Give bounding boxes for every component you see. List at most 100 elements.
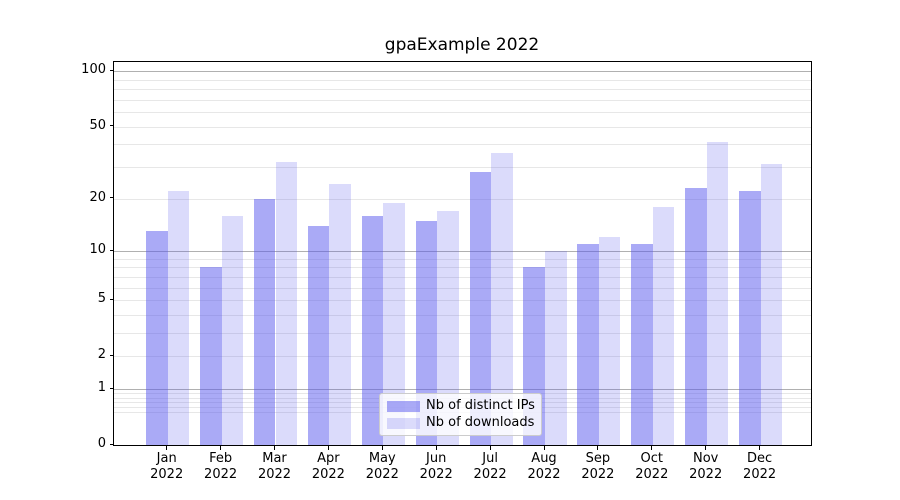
- bar-downloads-apr: [329, 184, 351, 445]
- chart-title: gpaExample 2022: [384, 35, 540, 55]
- y-tick-label: 50: [89, 117, 106, 133]
- y-tick-mark: [110, 125, 114, 127]
- x-tick-mark: [543, 446, 545, 450]
- bar-downloads-jun: [437, 211, 459, 445]
- legend-label-distinct-ips: Nb of distinct IPs: [426, 398, 535, 413]
- x-tick-month: Apr: [317, 451, 340, 466]
- y-tick-label: 10: [89, 242, 106, 257]
- legend-label-downloads: Nb of downloads: [426, 415, 535, 430]
- minor-gridline: [114, 99, 811, 101]
- major-gridline: [114, 71, 811, 73]
- y-tick-mark: [110, 249, 114, 251]
- x-tick-label-jul: Jul 2022: [458, 451, 522, 483]
- x-tick-month: Jun: [426, 451, 447, 466]
- minor-gridline: [114, 333, 811, 334]
- x-tick-label-apr: Apr 2022: [296, 451, 360, 483]
- minor-gridline: [114, 89, 811, 91]
- x-tick-label-mar: Mar 2022: [243, 451, 307, 483]
- y-tick-mark: [110, 443, 114, 445]
- x-tick-mark: [489, 446, 491, 450]
- y-tick-label: 2: [97, 347, 106, 363]
- bar-distinct-ips-jul: [469, 172, 492, 445]
- legend-swatch-downloads: [387, 417, 420, 429]
- x-tick-label-nov: Nov 2022: [674, 451, 738, 483]
- x-tick-label-dec: Dec 2022: [728, 451, 792, 483]
- y-tick-mark: [110, 69, 114, 71]
- x-tick-year: 2022: [204, 467, 238, 482]
- bar-distinct-ips-oct: [631, 243, 653, 445]
- bar-distinct-ips-jun: [415, 220, 438, 445]
- x-tick-year: 2022: [581, 467, 615, 482]
- y-tick-mark: [110, 197, 114, 199]
- bar-distinct-ips-may: [361, 215, 384, 445]
- x-tick-mark: [705, 446, 707, 450]
- x-tick-month: Mar: [262, 451, 287, 466]
- x-tick-mark: [435, 446, 437, 450]
- bar-downloads-may: [383, 202, 405, 445]
- x-tick-month: Jul: [482, 451, 498, 466]
- minor-gridline: [114, 267, 811, 269]
- x-tick-label-may: May 2022: [350, 451, 414, 483]
- minor-gridline: [114, 144, 811, 146]
- y-tick-label: 20: [89, 189, 106, 205]
- legend-item-distinct-ips: Nb of distinct IPs: [387, 398, 535, 413]
- y-tick-mark: [110, 354, 114, 356]
- x-tick-year: 2022: [150, 467, 184, 482]
- x-tick-mark: [274, 446, 275, 450]
- minor-gridline: [114, 258, 811, 260]
- major-gridline: [114, 389, 811, 391]
- x-tick-year: 2022: [743, 467, 777, 482]
- minor-gridline: [114, 198, 811, 200]
- minor-gridline: [114, 287, 811, 289]
- bar-downloads-nov: [706, 142, 729, 445]
- bar-downloads-dec: [760, 164, 783, 445]
- y-tick-mark: [110, 298, 114, 300]
- minor-gridline: [114, 276, 811, 278]
- bar-downloads-jan: [167, 191, 190, 445]
- x-tick-label-jun: Jun 2022: [404, 451, 468, 483]
- x-tick-label-jan: Jan 2022: [135, 451, 199, 483]
- bar-downloads-sep: [598, 237, 621, 445]
- bar-downloads-feb: [221, 215, 244, 445]
- x-tick-month: May: [368, 451, 396, 466]
- bar-distinct-ips-jan: [146, 231, 168, 445]
- y-tick-mark: [110, 387, 114, 389]
- x-tick-mark: [651, 446, 653, 450]
- x-tick-year: 2022: [365, 467, 399, 482]
- x-tick-month: Aug: [531, 451, 557, 466]
- x-tick-mark: [381, 446, 383, 450]
- x-tick-month: Jan: [156, 451, 177, 466]
- major-gridline: [114, 251, 811, 252]
- minor-gridline: [114, 79, 811, 81]
- y-tick-label: 5: [97, 291, 106, 307]
- x-tick-mark: [597, 446, 599, 450]
- minor-gridline: [114, 314, 811, 316]
- bar-distinct-ips-mar: [253, 198, 276, 445]
- bar-distinct-ips-apr: [307, 225, 330, 445]
- legend-item-downloads: Nb of downloads: [387, 415, 535, 430]
- x-tick-mark: [166, 446, 168, 450]
- x-tick-label-oct: Oct 2022: [620, 451, 684, 483]
- x-tick-month: Dec: [747, 451, 773, 466]
- bar-downloads-oct: [652, 206, 675, 445]
- bar-distinct-ips-nov: [685, 187, 707, 445]
- x-tick-year: 2022: [635, 467, 669, 482]
- x-tick-label-feb: Feb 2022: [189, 451, 253, 483]
- x-tick-month: Nov: [693, 451, 719, 466]
- bar-downloads-mar: [275, 161, 298, 445]
- bar-downloads-aug: [545, 251, 567, 445]
- x-tick-label-aug: Aug 2022: [512, 451, 576, 483]
- x-tick-year: 2022: [689, 467, 723, 482]
- x-tick-year: 2022: [257, 467, 292, 482]
- minor-gridline: [114, 112, 811, 114]
- x-tick-mark: [327, 446, 329, 450]
- y-tick-label: 100: [81, 62, 106, 78]
- bar-distinct-ips-feb: [200, 267, 222, 445]
- x-tick-mark: [220, 446, 222, 450]
- x-tick-mark: [759, 446, 761, 450]
- minor-gridline: [114, 167, 811, 168]
- x-tick-year: 2022: [473, 467, 507, 482]
- bar-distinct-ips-dec: [739, 191, 761, 445]
- plot-area: [113, 61, 812, 446]
- bar-distinct-ips-sep: [577, 243, 599, 445]
